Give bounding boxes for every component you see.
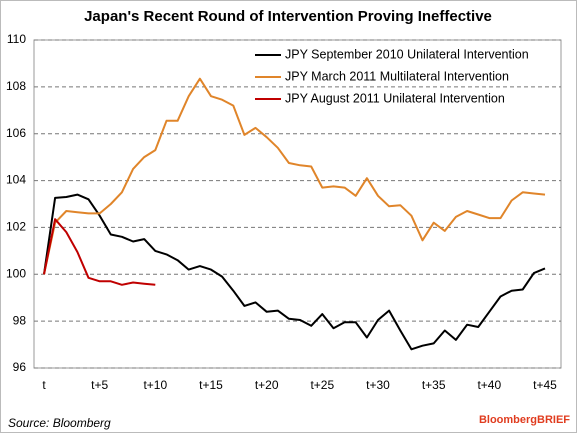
- source: Source: Bloomberg: [8, 416, 111, 430]
- x-tick-label: t: [42, 378, 46, 392]
- x-tick-label: t+30: [366, 378, 390, 392]
- y-tick-label: 100: [6, 266, 26, 280]
- y-tick-label: 102: [6, 220, 26, 234]
- x-tick-label: t+5: [91, 378, 108, 392]
- series-line: [43, 218, 156, 286]
- legend-label: JPY March 2011 Multilateral Intervention: [285, 69, 509, 83]
- legend-label: JPY August 2011 Unilateral Intervention: [285, 91, 505, 105]
- x-tick-label: t+15: [199, 378, 223, 392]
- chart-title: Japan's Recent Round of Intervention Pro…: [84, 8, 492, 25]
- y-tick-label: 110: [7, 32, 26, 46]
- y-tick-label: 104: [6, 173, 26, 187]
- plot-area: [33, 39, 562, 369]
- series-line: [43, 193, 546, 351]
- series-line: [43, 77, 546, 275]
- x-tick-label: t+25: [310, 378, 334, 392]
- x-tick-label: t+40: [477, 378, 501, 392]
- brand: BloombergBRIEF: [479, 414, 570, 426]
- legend-label: JPY September 2010 Unilateral Interventi…: [285, 47, 529, 61]
- y-tick-label: 106: [6, 126, 26, 140]
- y-tick-label: 96: [13, 360, 27, 374]
- x-tick-label: t+20: [255, 378, 279, 392]
- y-tick-label: 108: [6, 79, 26, 93]
- x-tick-label: t+35: [422, 378, 446, 392]
- y-tick-label: 98: [13, 313, 27, 327]
- x-tick-label: t+10: [143, 378, 167, 392]
- x-tick-label: t+45: [533, 378, 557, 392]
